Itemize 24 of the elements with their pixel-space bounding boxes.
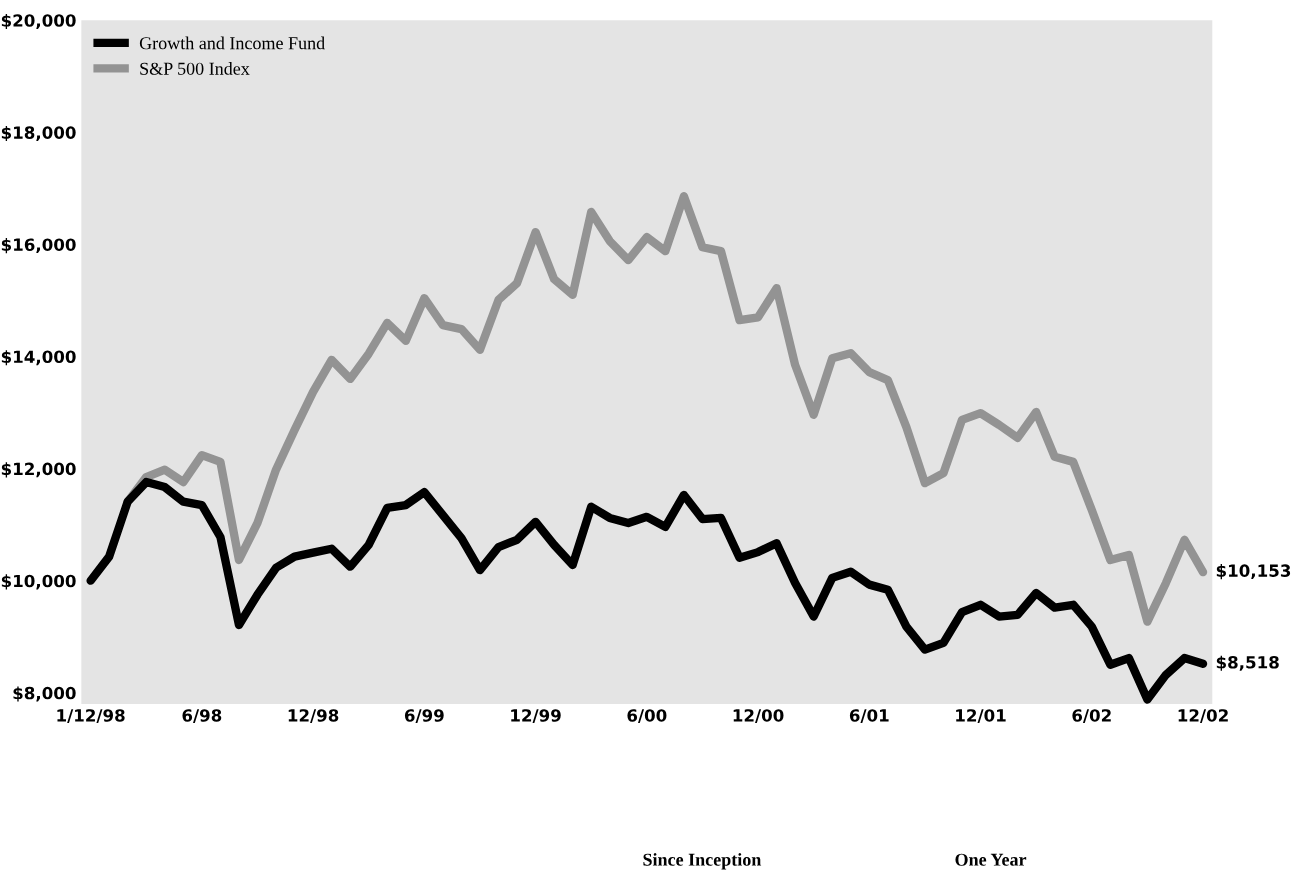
x-tick-label: 12/98 bbox=[288, 709, 339, 724]
x-tick-label: 6/01 bbox=[849, 709, 889, 724]
x-tick-label: 12/99 bbox=[511, 709, 561, 724]
x-tick-label: 6/02 bbox=[1072, 709, 1111, 724]
y-tick-label: $18,000 bbox=[1, 126, 76, 142]
text: Since Inception bbox=[643, 853, 762, 870]
legend-label: Growth and Income Fund bbox=[139, 36, 325, 50]
x-tick-label: 6/99 bbox=[404, 709, 444, 724]
x-tick-label: 12/00 bbox=[733, 709, 784, 724]
y-tick-label: $10,000 bbox=[1, 574, 76, 590]
y-tick-label: $8,000 bbox=[13, 686, 76, 702]
annotation: $8,518 bbox=[1216, 655, 1279, 671]
annotation: $10,153 bbox=[1216, 564, 1291, 580]
x-tick-label: 1/12/98 bbox=[57, 709, 125, 724]
y-tick-label: $14,000 bbox=[1, 350, 76, 366]
text: One Year bbox=[955, 853, 1027, 866]
x-tick-label: 6/00 bbox=[627, 709, 667, 724]
x-tick-label: 12/01 bbox=[956, 709, 1006, 724]
x-tick-label: 6/98 bbox=[182, 709, 222, 724]
y-tick-label: $20,000 bbox=[1, 13, 76, 30]
x-tick-label: 12/02 bbox=[1178, 709, 1228, 724]
y-tick-label: $12,000 bbox=[1, 462, 76, 478]
legend-label: S&P 500 Index bbox=[140, 62, 250, 75]
y-tick-label: $16,000 bbox=[1, 238, 76, 254]
